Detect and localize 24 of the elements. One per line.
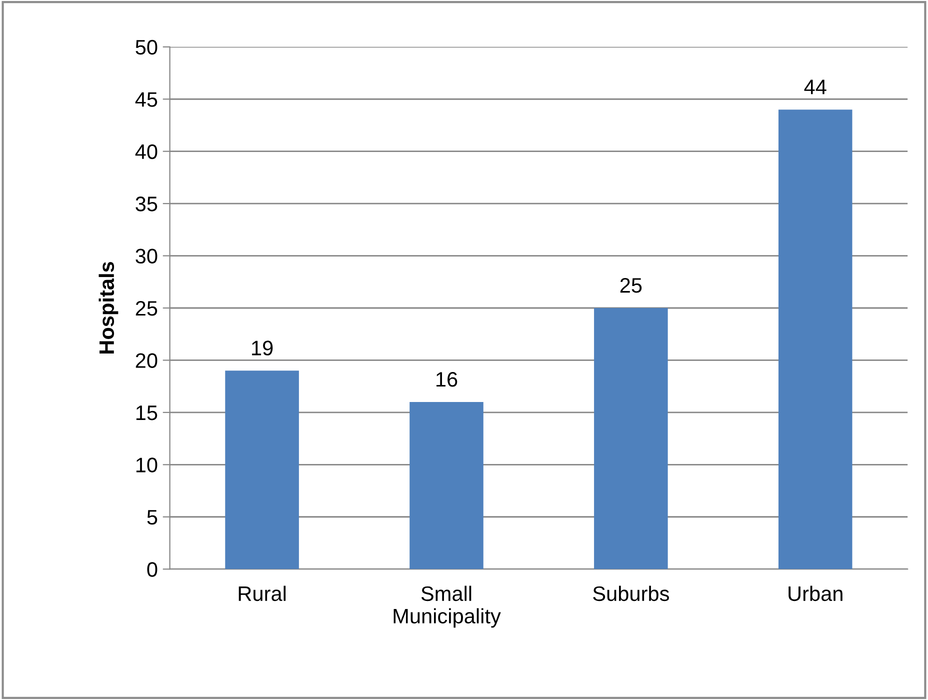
bar — [225, 370, 299, 570]
y-tick-label: 10 — [136, 458, 158, 472]
data-label: 44 — [804, 80, 826, 94]
x-tick-label: Urban — [788, 586, 842, 602]
y-tick-label: 30 — [136, 248, 158, 264]
y-tick-label: 25 — [136, 301, 158, 316]
y-tick-label: 0 — [147, 562, 158, 577]
y-tick-label: 45 — [135, 92, 158, 107]
bar — [594, 308, 668, 570]
data-label: 16 — [436, 372, 458, 387]
y-tick-label: 15 — [136, 406, 158, 420]
data-label: 19 — [252, 340, 273, 356]
x-tick-label: Small Municipality — [394, 586, 501, 628]
y-tick-label: 5 — [147, 510, 158, 525]
y-tick-label: 35 — [136, 196, 158, 212]
y-tick-label: 40 — [135, 144, 158, 160]
x-tick-label: Suburbs — [593, 586, 669, 602]
data-label: 25 — [620, 278, 642, 293]
bar — [410, 402, 484, 570]
bar — [778, 110, 852, 570]
y-tick-label: 20 — [136, 353, 158, 368]
y-tick-label: 50 — [136, 40, 158, 55]
y-axis-title: Hospitals — [98, 262, 118, 354]
x-tick-label: Rural — [238, 586, 286, 602]
